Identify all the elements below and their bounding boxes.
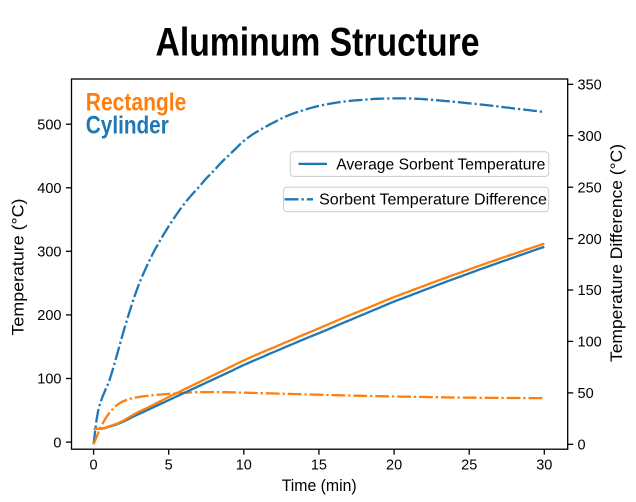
svg-text:Aluminum Structure: Aluminum Structure bbox=[156, 21, 480, 65]
svg-text:20: 20 bbox=[386, 458, 402, 474]
svg-text:300: 300 bbox=[37, 245, 61, 261]
svg-text:5: 5 bbox=[165, 458, 173, 474]
svg-text:Temperature (°C): Temperature (°C) bbox=[9, 199, 28, 336]
svg-text:10: 10 bbox=[236, 458, 252, 474]
svg-text:0: 0 bbox=[53, 435, 61, 451]
svg-text:250: 250 bbox=[578, 180, 602, 196]
svg-text:30: 30 bbox=[536, 458, 552, 474]
svg-text:200: 200 bbox=[37, 308, 61, 324]
svg-text:Rectangle: Rectangle bbox=[86, 89, 187, 117]
svg-text:Cylinder: Cylinder bbox=[86, 111, 169, 139]
svg-text:Sorbent Temperature Difference: Sorbent Temperature Difference bbox=[319, 191, 547, 208]
svg-text:Time (min): Time (min) bbox=[282, 476, 357, 495]
svg-text:Average Sorbent Temperature: Average Sorbent Temperature bbox=[336, 157, 545, 174]
svg-text:150: 150 bbox=[578, 283, 602, 299]
svg-text:100: 100 bbox=[578, 335, 602, 351]
svg-text:300: 300 bbox=[578, 129, 602, 145]
svg-text:400: 400 bbox=[37, 181, 61, 197]
svg-text:500: 500 bbox=[37, 117, 61, 133]
svg-text:350: 350 bbox=[578, 78, 602, 94]
svg-text:100: 100 bbox=[37, 372, 61, 388]
svg-text:25: 25 bbox=[461, 458, 477, 474]
svg-text:0: 0 bbox=[578, 438, 586, 454]
svg-text:0: 0 bbox=[90, 458, 98, 474]
svg-text:15: 15 bbox=[311, 458, 327, 474]
svg-text:200: 200 bbox=[578, 232, 602, 248]
svg-text:50: 50 bbox=[578, 386, 594, 402]
svg-text:Temperature Difference (°C): Temperature Difference (°C) bbox=[607, 144, 626, 362]
